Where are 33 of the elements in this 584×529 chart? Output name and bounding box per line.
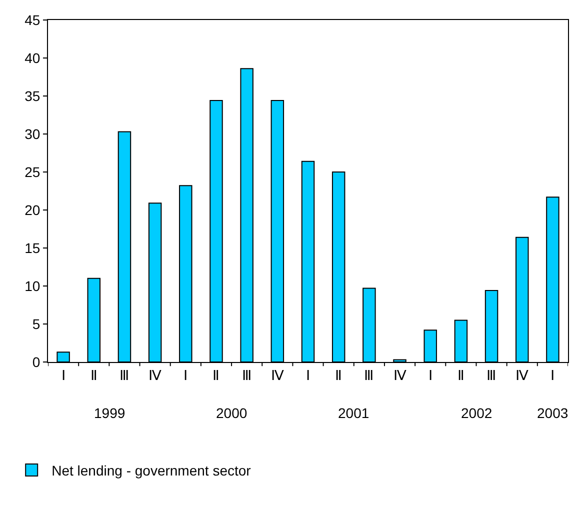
x-tick-label: Ⅱ [90, 366, 98, 383]
x-tick-label: Ⅳ [270, 366, 284, 383]
text: 2000 [216, 405, 248, 421]
y-tick-label: 5 [32, 316, 40, 332]
x-tick-label: Ⅰ [184, 366, 188, 383]
legend-label: Net lending - government sector [52, 462, 252, 478]
x-tick-label: Ⅰ [428, 366, 432, 383]
text: 1999 [94, 405, 126, 421]
text: 2003 [537, 405, 568, 421]
y-tick-label: 25 [24, 164, 40, 180]
y-tick-label: 15 [24, 240, 40, 256]
x-tick-label: Ⅰ [61, 366, 66, 383]
x-tick-label: Ⅰ [550, 366, 555, 383]
x-tick-label: Ⅰ [306, 366, 310, 383]
x-tick-label: Ⅲ [486, 366, 497, 383]
x-tick-label: Ⅱ [212, 366, 220, 383]
x-tick-label: Ⅲ [119, 366, 130, 383]
text: 2001 [338, 405, 370, 421]
x-tick-label: Ⅳ [516, 366, 529, 383]
x-tick-label: Ⅲ [364, 366, 374, 383]
x-tick-label: Ⅱ [335, 366, 342, 383]
y-tick-label: 0 [32, 354, 40, 370]
x-tick-label: Ⅳ [148, 366, 162, 383]
y-tick-label: 20 [24, 202, 40, 218]
y-tick-label: 40 [24, 50, 40, 66]
y-tick-label: 45 [24, 12, 40, 28]
x-tick-label: Ⅲ [242, 366, 252, 383]
y-tick-label: 10 [24, 278, 40, 294]
x-tick-label: Ⅳ [393, 366, 406, 383]
x-tick-label: Ⅱ [457, 366, 464, 383]
y-tick-label: 35 [24, 88, 40, 104]
y-tick-label: 30 [24, 126, 40, 142]
text: 2002 [461, 405, 492, 421]
